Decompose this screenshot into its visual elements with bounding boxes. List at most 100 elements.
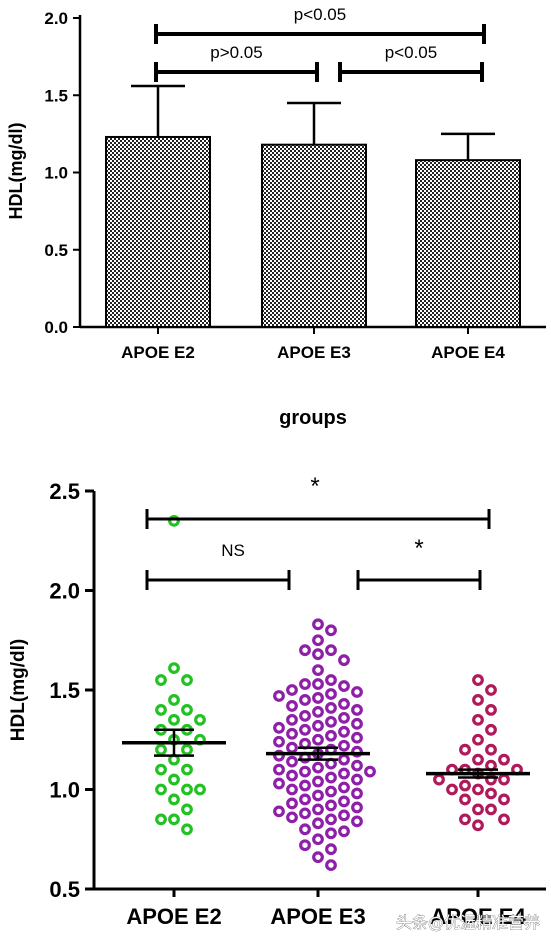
data-point (459, 793, 471, 806)
data-point (312, 761, 324, 774)
dot-plot-x-tick-labels: APOE E2 APOE E3 APOE E4 (126, 889, 526, 929)
data-point (181, 823, 193, 836)
y-tick-label: 2.0 (49, 579, 80, 604)
data-point (299, 793, 311, 806)
data-point (273, 763, 285, 776)
data-point (312, 705, 324, 718)
comparison-label: p<0.05 (294, 5, 346, 24)
data-point (299, 678, 311, 690)
bar-chart-comparisons: p<0.05 p>0.05 p<0.05 (154, 5, 486, 82)
data-point (312, 678, 324, 690)
data-point (351, 773, 363, 786)
y-tick-label: 2.0 (44, 9, 68, 28)
data-point (155, 674, 167, 686)
bar-chart-bars (105, 84, 521, 328)
data-point (299, 779, 311, 792)
bar-chart-x-label: groups (279, 407, 347, 429)
data-point (351, 686, 363, 698)
bar-chart: 0.0 0.5 1.0 1.5 2.0 APOE E2 APOE E3 APOE E4 p<… (6, 5, 546, 429)
data-point (155, 783, 167, 796)
data-point (485, 803, 497, 816)
data-point (325, 624, 337, 637)
data-point (286, 783, 298, 796)
x-tick-label: APOE E3 (277, 343, 351, 362)
dot-plot-y-label: HDL(mg/dl) (8, 639, 29, 741)
y-tick-label: 0.0 (44, 318, 68, 337)
data-point (485, 743, 497, 756)
data-point (181, 803, 193, 816)
data-point (273, 777, 285, 790)
data-point (325, 843, 337, 856)
data-point (338, 698, 350, 710)
comparison-label: * (310, 473, 319, 500)
comparison-label: * (414, 535, 423, 562)
data-point (325, 674, 337, 686)
dot-plot-points (155, 514, 523, 872)
data-point (498, 793, 510, 806)
data-point (181, 674, 193, 686)
data-point (299, 644, 311, 657)
y-tick-label: 0.5 (49, 877, 80, 902)
data-point (351, 759, 363, 772)
data-point (299, 723, 311, 736)
dot-plot-mean-lines (122, 728, 530, 779)
data-point (351, 815, 363, 828)
data-point (286, 769, 298, 782)
data-point (273, 721, 285, 734)
data-point (312, 851, 324, 864)
data-point (194, 713, 206, 726)
data-point (312, 733, 324, 746)
data-point (325, 702, 337, 714)
data-point (498, 813, 510, 826)
data-point (273, 735, 285, 748)
data-point (459, 779, 471, 792)
data-point (351, 787, 363, 800)
data-point (312, 833, 324, 846)
data-point (472, 713, 484, 726)
data-point (312, 618, 324, 631)
bar-chart-y-label: HDL(mg/dl) (6, 123, 26, 220)
data-point (338, 753, 350, 766)
data-point (472, 674, 484, 686)
data-point (325, 859, 337, 872)
data-point (168, 793, 180, 806)
data-point (459, 743, 471, 756)
data-point (286, 741, 298, 754)
dot-plot: 0.5 1.0 1.5 2.0 2.5 APOE E2 APOE E3 APOE E4 * N… (8, 473, 546, 929)
data-point (338, 739, 350, 752)
data-point (325, 715, 337, 728)
x-tick-label: APOE E2 (121, 343, 195, 362)
data-point (338, 809, 350, 822)
data-point (168, 694, 180, 706)
data-point (273, 690, 285, 702)
data-point (168, 813, 180, 826)
watermark: 头条@优渥精准营养 (396, 913, 540, 932)
data-point (181, 783, 193, 796)
data-point (338, 767, 350, 780)
data-point (155, 763, 167, 776)
x-tick-label: APOE E4 (431, 343, 505, 362)
data-point (299, 823, 311, 836)
data-point (299, 709, 311, 722)
data-point (364, 765, 376, 778)
data-point (472, 783, 484, 796)
y-tick-label: 1.0 (49, 778, 80, 803)
data-point (286, 684, 298, 696)
data-point (312, 634, 324, 647)
data-point (485, 684, 497, 696)
data-point (325, 813, 337, 826)
data-point (498, 753, 510, 766)
data-point (312, 692, 324, 704)
data-point (472, 819, 484, 832)
data-point (325, 644, 337, 657)
bar (105, 135, 211, 328)
dot-plot-comparisons: * NS * (145, 473, 491, 590)
data-point (325, 729, 337, 742)
data-point (155, 743, 167, 756)
data-point (312, 817, 324, 830)
y-tick-label: 1.5 (49, 678, 80, 703)
data-point (194, 783, 206, 796)
data-point (351, 704, 363, 716)
data-point (312, 664, 324, 676)
